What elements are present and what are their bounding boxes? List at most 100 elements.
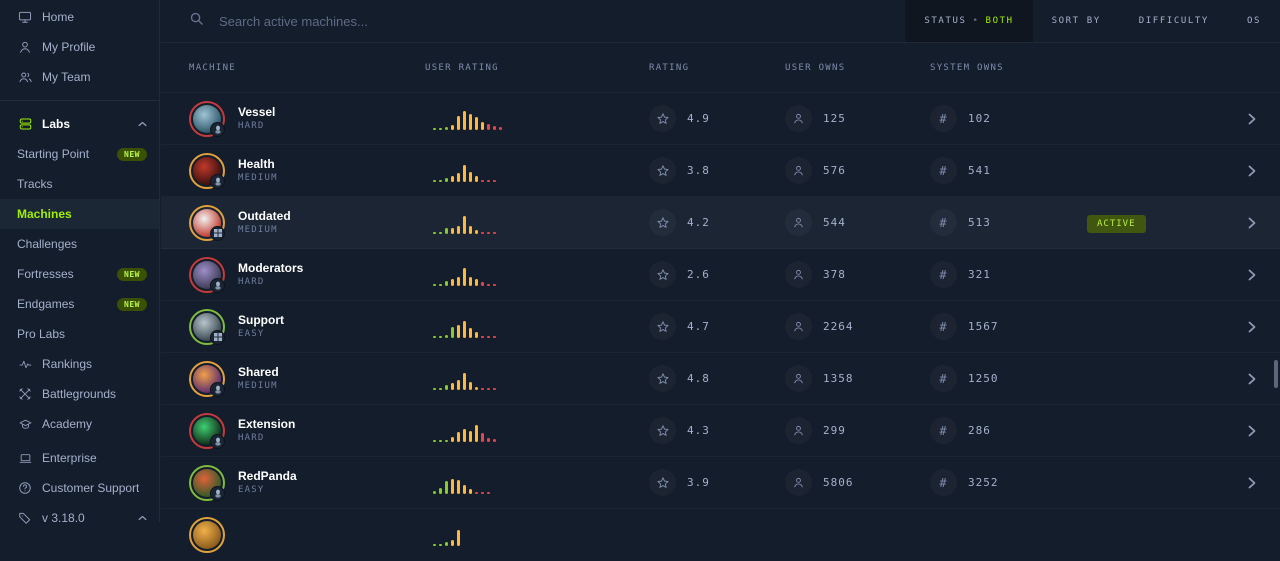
machine-difficulty: HARD bbox=[238, 277, 265, 287]
value: 4.9 bbox=[687, 112, 710, 125]
machine-row-shared[interactable]: Shared MEDIUM 4.8 1358 #1250 bbox=[161, 353, 1280, 405]
filter-label: DIFFICULTY bbox=[1138, 16, 1209, 26]
user-owns-icon bbox=[785, 417, 812, 444]
value: 513 bbox=[968, 216, 991, 229]
cell-rating: 4.7 bbox=[649, 313, 785, 340]
user-rating-cell bbox=[425, 368, 649, 390]
star-icon bbox=[649, 157, 676, 184]
search-bar[interactable] bbox=[161, 11, 905, 31]
sidebar-item-labs[interactable]: Labs bbox=[0, 109, 159, 139]
sidebar-item-rankings[interactable]: Rankings bbox=[0, 349, 159, 379]
sidebar-item-label: v 3.18.0 bbox=[42, 511, 85, 525]
machine-text: Vessel HARD bbox=[238, 106, 275, 131]
value: 1567 bbox=[968, 320, 999, 333]
machine-text: Extension HARD bbox=[238, 418, 295, 443]
machine-difficulty: MEDIUM bbox=[238, 225, 278, 235]
machine-row-extension[interactable]: Extension HARD 4.3 299 #286 bbox=[161, 405, 1280, 457]
sidebar-item-battlegrounds[interactable]: Battlegrounds bbox=[0, 379, 159, 409]
machine-difficulty: MEDIUM bbox=[238, 173, 278, 183]
machine-row-vessel[interactable]: Vessel HARD 4.9 125 #102 bbox=[161, 93, 1280, 145]
filter-button-sort-by[interactable]: SORT BY bbox=[1033, 0, 1120, 42]
sidebar-item-academy[interactable]: Academy bbox=[0, 409, 159, 439]
sidebar-item-fortresses[interactable]: Fortresses NEW bbox=[0, 259, 159, 289]
column-header-system-owns: SYSTEM OWNS bbox=[930, 62, 1004, 73]
machine-name: RedPanda bbox=[238, 469, 297, 483]
filter-group: STATUS • BOTH SORT BY DIFFICULTY OS bbox=[905, 0, 1280, 42]
filter-value: BOTH bbox=[985, 16, 1014, 26]
chevron-right-icon[interactable] bbox=[1248, 113, 1256, 125]
cell-sysowns: #1567 bbox=[930, 313, 1081, 340]
chevron-right-icon[interactable] bbox=[1248, 217, 1256, 229]
sidebar-item-customer-support[interactable]: Customer Support bbox=[0, 473, 159, 503]
sidebar-item-challenges[interactable]: Challenges bbox=[0, 229, 159, 259]
filter-button-difficulty[interactable]: DIFFICULTY bbox=[1120, 0, 1228, 42]
sidebar-item-home[interactable]: Home bbox=[0, 2, 159, 32]
chevron-right-icon[interactable] bbox=[1248, 477, 1256, 489]
machine-name: Shared bbox=[238, 365, 279, 379]
machine-row-moderators[interactable]: Moderators HARD 2.6 378 #321 bbox=[161, 249, 1280, 301]
rankings-icon bbox=[17, 356, 33, 372]
chevron-right-icon[interactable] bbox=[1248, 373, 1256, 385]
filter-button-os[interactable]: OS bbox=[1228, 0, 1280, 42]
sidebar-item-my-profile[interactable]: My Profile bbox=[0, 32, 159, 62]
scrollbar-thumb[interactable] bbox=[1274, 360, 1278, 388]
machine-row-outdated[interactable]: Outdated MEDIUM 4.2 544 #513 ACTIVE bbox=[161, 197, 1280, 249]
sidebar-item-label: Fortresses bbox=[17, 267, 74, 281]
machine-row-support[interactable]: Support EASY 4.7 2264 #1567 bbox=[161, 301, 1280, 353]
value: 321 bbox=[968, 268, 991, 281]
new-badge: NEW bbox=[117, 267, 147, 281]
sidebar-item-my-team[interactable]: My Team bbox=[0, 62, 159, 92]
os-linux-icon bbox=[210, 485, 225, 501]
chevron-up-icon[interactable] bbox=[138, 515, 147, 521]
machine-cell: Support EASY bbox=[189, 308, 425, 345]
machine-text: Health MEDIUM bbox=[238, 158, 278, 183]
sidebar-item-label: Starting Point bbox=[17, 147, 90, 161]
new-badge: NEW bbox=[117, 297, 147, 311]
cell-userowns: 2264 bbox=[785, 313, 930, 340]
user-rating-histogram bbox=[425, 160, 649, 182]
hash-icon: # bbox=[930, 469, 957, 496]
sidebar-item-tracks[interactable]: Tracks bbox=[0, 169, 159, 199]
hash-icon: # bbox=[930, 105, 957, 132]
user-rating-histogram bbox=[425, 368, 649, 390]
profile-icon bbox=[17, 39, 33, 55]
machine-row-health[interactable]: Health MEDIUM 3.8 576 #541 bbox=[161, 145, 1280, 197]
value: 3.9 bbox=[687, 476, 710, 489]
search-input[interactable] bbox=[217, 12, 541, 30]
value: 3252 bbox=[968, 476, 999, 489]
row-chevron-cell bbox=[1224, 321, 1280, 333]
machine-row-partial[interactable] bbox=[161, 509, 1280, 561]
machine-cell: Outdated MEDIUM bbox=[189, 204, 425, 241]
sidebar-item-machines[interactable]: Machines bbox=[0, 199, 159, 229]
sidebar-item-starting-point[interactable]: Starting Point NEW bbox=[0, 139, 159, 169]
os-linux-icon bbox=[210, 277, 225, 293]
chevron-up-icon[interactable] bbox=[138, 121, 147, 127]
sidebar-item-pro-labs[interactable]: Pro Labs bbox=[0, 319, 159, 349]
user-rating-histogram bbox=[425, 212, 649, 234]
chevron-right-icon[interactable] bbox=[1248, 321, 1256, 333]
chevron-right-icon[interactable] bbox=[1248, 425, 1256, 437]
sidebar-item-enterprise[interactable]: Enterprise bbox=[0, 443, 159, 473]
user-owns-icon bbox=[785, 365, 812, 392]
sidebar-item-endgames[interactable]: Endgames NEW bbox=[0, 289, 159, 319]
value: 576 bbox=[823, 164, 846, 177]
labs-icon bbox=[17, 116, 33, 132]
user-rating-cell bbox=[425, 472, 649, 494]
academy-icon bbox=[17, 416, 33, 432]
user-rating-cell bbox=[425, 160, 649, 182]
chevron-right-icon[interactable] bbox=[1248, 165, 1256, 177]
row-chevron-cell bbox=[1224, 477, 1280, 489]
cell-sysowns: #286 bbox=[930, 417, 1081, 444]
filter-button-status[interactable]: STATUS • BOTH bbox=[905, 0, 1033, 42]
sidebar-item-label: Battlegrounds bbox=[42, 387, 117, 401]
chevron-right-icon[interactable] bbox=[1248, 269, 1256, 281]
value: 378 bbox=[823, 268, 846, 281]
star-icon bbox=[649, 313, 676, 340]
machine-cell: RedPanda EASY bbox=[189, 464, 425, 501]
row-chevron-cell bbox=[1224, 269, 1280, 281]
star-icon bbox=[649, 209, 676, 236]
sidebar-item-v-3-18-0[interactable]: v 3.18.0 bbox=[0, 503, 159, 533]
machine-row-redpanda[interactable]: RedPanda EASY 3.9 5806 #3252 bbox=[161, 457, 1280, 509]
machine-name: Outdated bbox=[238, 209, 291, 223]
star-icon bbox=[649, 365, 676, 392]
